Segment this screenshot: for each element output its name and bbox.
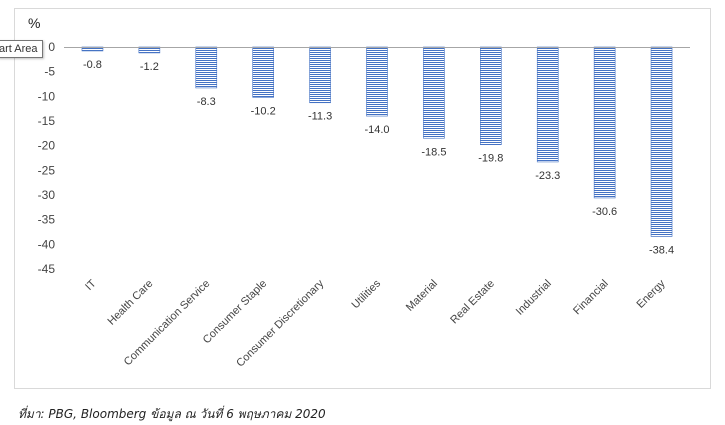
y-tick-label: -20 xyxy=(38,139,56,153)
x-tick-label: Financial xyxy=(571,278,611,318)
y-tick-label: -10 xyxy=(38,89,56,103)
bar xyxy=(593,46,616,199)
data-label: -1.2 xyxy=(140,61,159,73)
y-tick-label: -40 xyxy=(38,237,56,251)
y-tick-label: -30 xyxy=(38,188,56,202)
y-tick-label: -5 xyxy=(44,65,55,79)
y-tick-label: -45 xyxy=(38,262,56,276)
bars xyxy=(81,46,673,237)
bar xyxy=(423,46,445,139)
x-tick-label: Real Estate xyxy=(448,278,497,327)
source-note: ที่มา: PBG, Bloomberg ข้อมูล ณ วันที่ 6 … xyxy=(18,407,326,421)
data-label: -11.3 xyxy=(308,111,332,123)
data-label: -14.0 xyxy=(364,124,389,136)
bar xyxy=(252,46,274,98)
data-label: -8.3 xyxy=(197,96,216,108)
y-axis: 0 -5 -10 -15 -20 -25 -30 -35 -40 -45 xyxy=(38,40,56,276)
x-tick-label: Material xyxy=(404,278,440,314)
x-tick-label: Industrial xyxy=(514,278,554,318)
y-tick-label: -15 xyxy=(38,114,56,128)
y-tick-label: -35 xyxy=(38,213,56,227)
chart-frame xyxy=(14,8,711,389)
bar xyxy=(366,46,388,117)
y-tick-label: -25 xyxy=(38,163,56,177)
data-label: -0.8 xyxy=(83,59,102,71)
bar xyxy=(480,46,502,145)
data-label: -38.4 xyxy=(649,244,674,256)
x-tick-label: IT xyxy=(83,277,99,293)
y-tick-label: 0 xyxy=(48,40,55,54)
x-tick-label: Energy xyxy=(635,277,668,310)
data-label: -10.2 xyxy=(251,105,276,117)
data-label: -30.6 xyxy=(592,206,617,218)
bar xyxy=(536,46,559,163)
bar xyxy=(650,46,673,237)
chart-area-tooltip: art Area xyxy=(0,40,43,58)
data-label: -18.5 xyxy=(421,146,446,158)
bar xyxy=(195,46,218,89)
x-tick-label: Utilities xyxy=(350,277,384,311)
x-tick-label: Health Care xyxy=(105,278,155,328)
chart: % 0 -5 -10 -15 -20 -25 -30 -35 -40 -45 -0.8 -1.2 -8… xyxy=(14,8,711,389)
data-label: -23.3 xyxy=(535,170,560,182)
y-axis-unit-label: % xyxy=(28,15,40,31)
data-label: -19.8 xyxy=(478,153,503,165)
bar xyxy=(309,46,331,104)
data-labels: -0.8 -1.2 -8.3 -10.2 -11.3 -14.0 -18.5 -19.8 -23… xyxy=(83,59,674,256)
